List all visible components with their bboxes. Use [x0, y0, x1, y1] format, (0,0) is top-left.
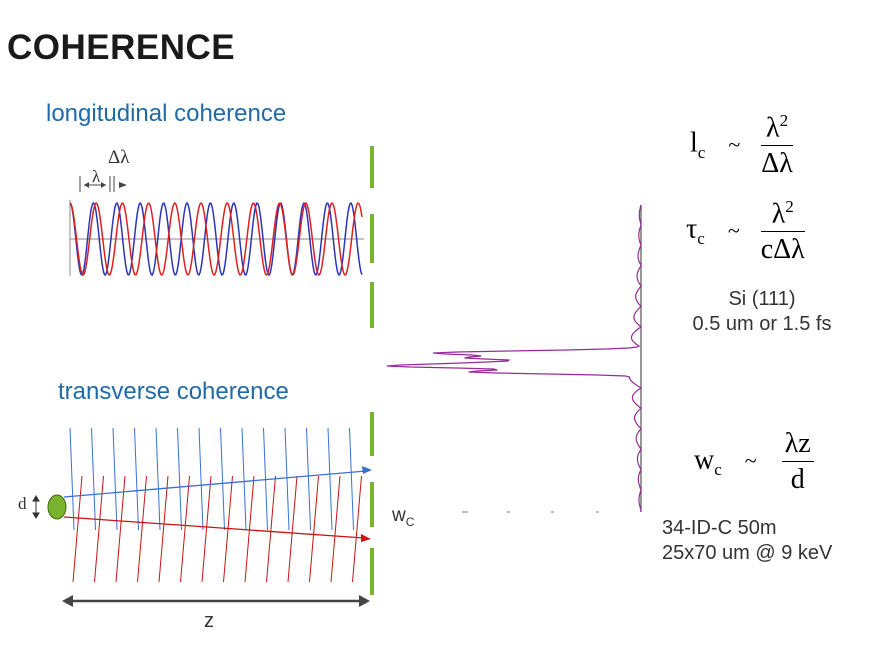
wavefront-red [201, 475, 212, 583]
longitudinal-wave-diagram [69, 176, 364, 277]
wavefront-blue [220, 427, 225, 531]
ray-blue [63, 470, 367, 498]
wavefront-red [309, 475, 319, 583]
lambda-arrow-heads [84, 182, 106, 188]
delta-lambda-label: Δλ [108, 147, 130, 168]
transverse-heading: transverse coherence [58, 378, 289, 405]
wavefront-blue [327, 427, 333, 531]
wavefront-red [180, 475, 190, 583]
d-arrow [32, 495, 40, 519]
wavefront-red [244, 475, 255, 583]
ray-red [63, 516, 365, 539]
wavefront-blue [241, 427, 247, 531]
wavefront-red [287, 475, 298, 583]
wavefront-blue [177, 427, 182, 531]
source-aperture [47, 494, 67, 520]
equation-coherence-width: wc ~ λz d [694, 430, 814, 494]
wavefront-red [137, 475, 147, 583]
transverse-wavefronts [69, 427, 362, 583]
wavefront-blue [284, 427, 290, 531]
delta-lambda-arrow-head [119, 182, 127, 188]
wavefront-blue [198, 427, 204, 531]
wavefront-red [115, 475, 126, 583]
beamline-note: 34-ID-C 50m 25x70 um @ 9 keV [662, 517, 833, 564]
wavefront-red [72, 475, 83, 583]
wavefront-blue [91, 427, 96, 531]
wavefront-blue [69, 427, 75, 531]
longitudinal-heading: longitudinal coherence [46, 100, 287, 127]
lambda-label: λ [92, 167, 101, 186]
wavefront-red [352, 475, 362, 583]
si-crystal-note: Si (111) 0.5 um or 1.5 fs [692, 288, 832, 335]
wavefront-blue [134, 427, 139, 531]
wavefront-blue [112, 427, 118, 531]
width-label: wC [392, 505, 415, 529]
ray-red-arrowhead [361, 534, 371, 542]
wave-blue [69, 201, 363, 277]
wave-red [69, 201, 363, 277]
equation-coherence-time: τc ~ λ2 cΔλ [686, 197, 805, 266]
wavefront-red [330, 475, 341, 583]
ray-blue-arrowhead [362, 466, 372, 474]
wavefront-blue [306, 427, 311, 531]
spectrum-plot [386, 204, 643, 513]
page-title: COHERENCE [7, 28, 236, 67]
distance-label: z [204, 610, 214, 632]
wavefront-blue [155, 427, 161, 531]
equation-coherence-length: lc ~ λ2 Δλ [690, 111, 793, 180]
wavefront-blue [349, 427, 354, 531]
wavefront-red [266, 475, 276, 583]
wavefront-red [158, 475, 169, 583]
spectrum-curve [386, 204, 643, 513]
source-label: d [18, 494, 27, 513]
